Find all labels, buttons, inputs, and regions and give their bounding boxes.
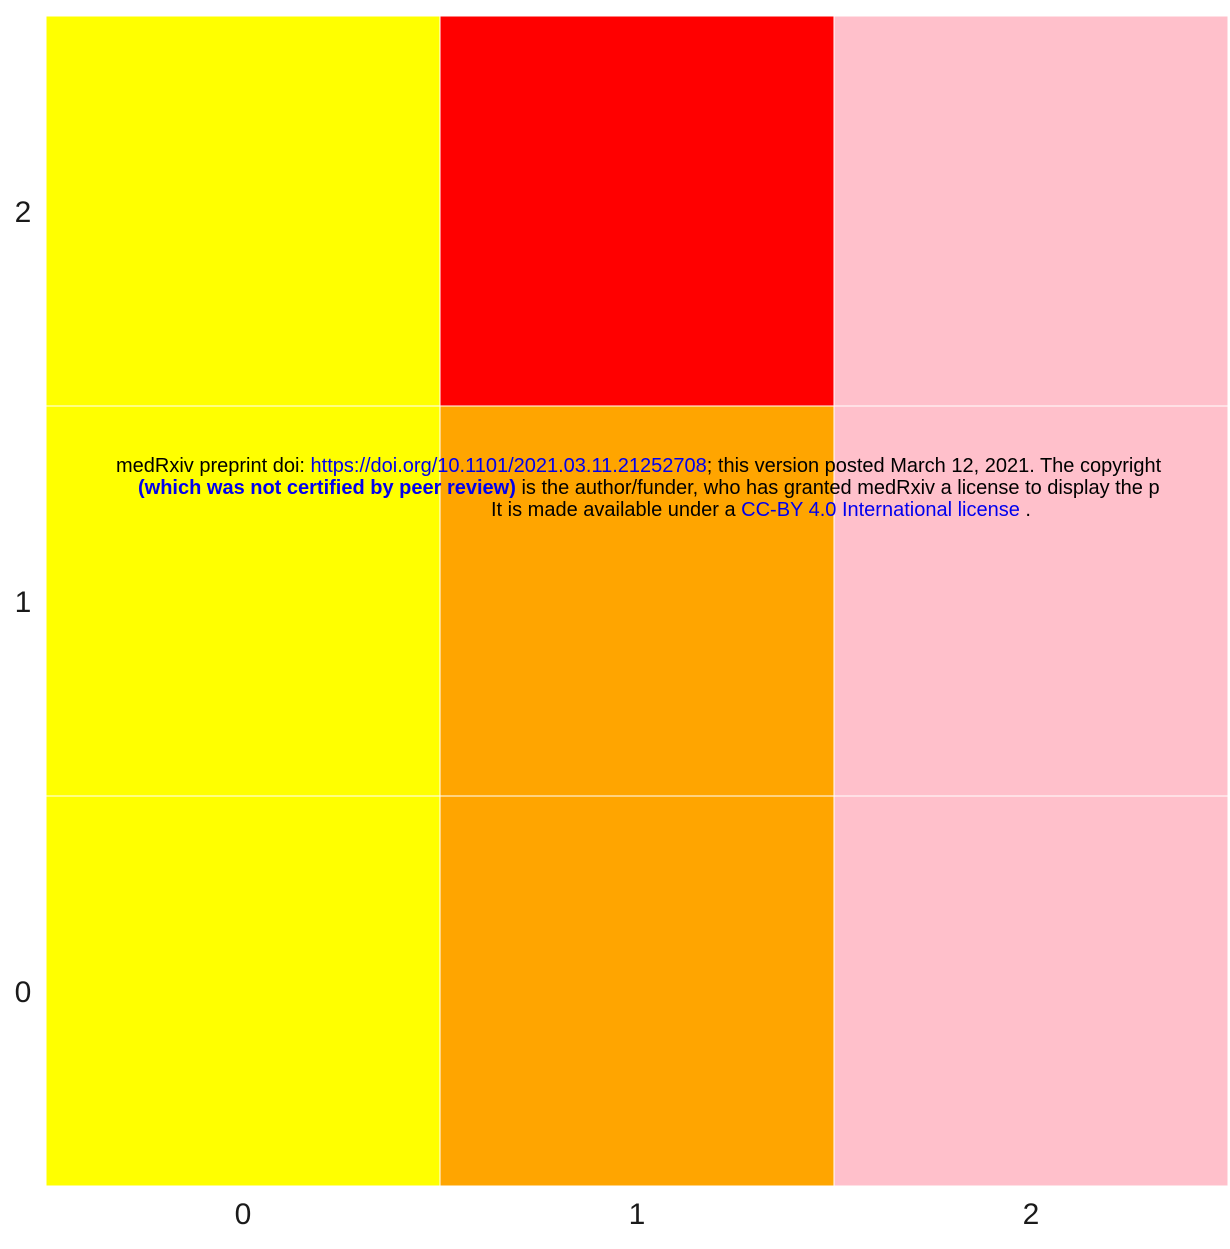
heatmap-cell-x0-y2 bbox=[45, 15, 441, 407]
y-tick-label: 1 bbox=[15, 586, 32, 619]
x-axis-tick-labels: 0 1 2 bbox=[235, 1198, 1040, 1231]
heatmap-cell-x1-y0 bbox=[439, 795, 835, 1187]
x-tick-label: 0 bbox=[235, 1198, 252, 1231]
heatmap-cell-x1-y2 bbox=[439, 15, 835, 407]
heatmap-cell-x2-y0 bbox=[833, 795, 1229, 1187]
y-tick-label: 0 bbox=[15, 976, 32, 1009]
heatmap-cell-x2-y1 bbox=[833, 405, 1229, 797]
heatmap-cell-x0-y0 bbox=[45, 795, 441, 1187]
y-tick-label: 2 bbox=[15, 196, 32, 229]
heatmap-cell-x1-y1 bbox=[439, 405, 835, 797]
heatmap-cell-x0-y1 bbox=[45, 405, 441, 797]
heatmap-cell-x2-y2 bbox=[833, 15, 1229, 407]
x-tick-label: 2 bbox=[1023, 1198, 1040, 1231]
y-axis-tick-labels: 0 1 2 bbox=[15, 196, 32, 1009]
x-tick-label: 1 bbox=[629, 1198, 646, 1231]
heatmap-cells bbox=[45, 15, 1229, 1187]
